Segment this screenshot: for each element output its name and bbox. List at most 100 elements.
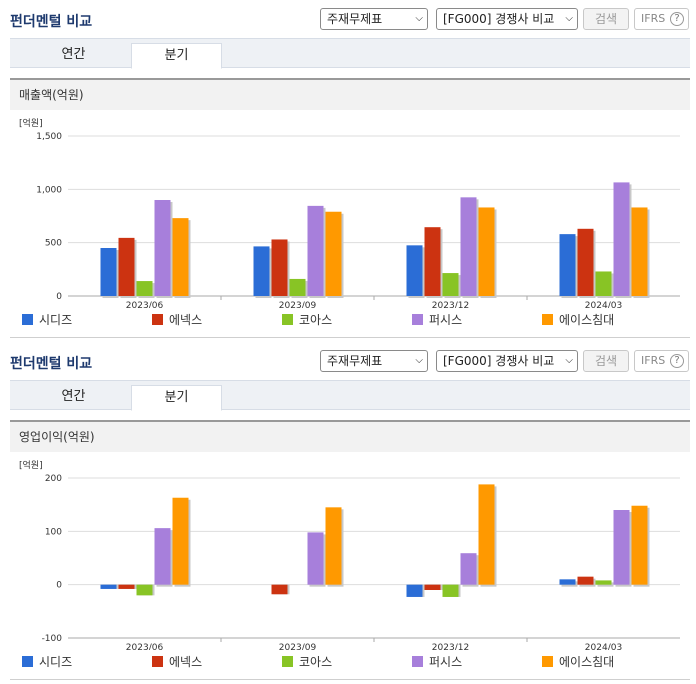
- legend-item[interactable]: 에이스침대: [542, 654, 614, 670]
- tab-annual[interactable]: 연간: [61, 47, 86, 62]
- legend-item[interactable]: 시디즈: [22, 654, 72, 670]
- chart-panel-title: 매출액(억원): [10, 78, 690, 110]
- bar: [271, 239, 288, 296]
- legend-label: 코아스: [299, 313, 333, 327]
- ifrs-label: IFRS: [641, 354, 666, 367]
- statement-type-value: 주재무제표: [327, 354, 383, 368]
- legend-swatch: [152, 314, 163, 325]
- y-tick-label: 1,000: [36, 185, 62, 195]
- help-icon[interactable]: ?: [670, 354, 684, 368]
- y-tick-label: 200: [45, 474, 62, 484]
- tab-quarterly[interactable]: 분기: [131, 43, 222, 69]
- bar: [460, 197, 477, 296]
- legend-swatch: [542, 314, 553, 325]
- bar: [100, 248, 117, 296]
- x-tick-label: 2023/09: [279, 643, 317, 650]
- bar: [154, 200, 171, 296]
- section-title: 펀더멘털 비교: [10, 14, 93, 30]
- bar: [613, 182, 630, 296]
- legend-label: 에이스침대: [559, 655, 615, 669]
- chevron-down-icon: ⌵: [415, 355, 423, 366]
- peer-group-value: [FG000] 경쟁사 비교: [443, 354, 555, 368]
- help-icon[interactable]: ?: [670, 12, 684, 26]
- bar: [559, 579, 576, 585]
- bar: [478, 484, 495, 585]
- legend-item[interactable]: 에넥스: [152, 312, 202, 328]
- bar: [577, 228, 594, 296]
- bar: [100, 584, 117, 589]
- unit-label: [억원]: [19, 117, 43, 129]
- search-button[interactable]: 검색: [583, 350, 629, 372]
- bar: [136, 584, 153, 596]
- x-tick-label: 2023/12: [432, 643, 469, 650]
- bar: [172, 497, 189, 585]
- legend-item[interactable]: 코아스: [282, 312, 332, 328]
- y-tick-label: 0: [56, 292, 62, 302]
- period-tabs: 연간 분기: [10, 380, 690, 411]
- period-tabs: 연간 분기: [10, 38, 690, 69]
- x-tick-label: 2023/06: [126, 301, 164, 308]
- legend-label: 퍼시스: [429, 655, 463, 669]
- legend-label: 시디즈: [39, 655, 73, 669]
- legend-swatch: [282, 314, 293, 325]
- bar: [424, 584, 441, 590]
- bar: [253, 246, 270, 296]
- ifrs-button[interactable]: IFRS ?: [634, 8, 689, 30]
- legend-item[interactable]: 코아스: [282, 654, 332, 670]
- legend-item[interactable]: 시디즈: [22, 312, 72, 328]
- legend-label: 에이스침대: [559, 313, 615, 327]
- unit-label: [억원]: [19, 459, 43, 471]
- bar: [118, 584, 135, 589]
- chevron-down-icon: ⌵: [415, 13, 423, 24]
- tab-annual[interactable]: 연간: [61, 389, 86, 404]
- legend-swatch: [152, 656, 163, 667]
- search-button[interactable]: 검색: [583, 8, 629, 30]
- legend-item[interactable]: 에넥스: [152, 654, 202, 670]
- fundamental-section-revenue: 펀더멘털 비교 주재무제표 ⌵ [FG000] 경쟁사 비교 ⌵ 검색 IFRS…: [0, 0, 696, 338]
- bar: [325, 211, 342, 296]
- y-tick-label: 500: [45, 239, 62, 249]
- legend-label: 코아스: [299, 655, 333, 669]
- legend-item[interactable]: 에이스침대: [542, 312, 614, 328]
- bar: [478, 207, 495, 296]
- x-tick-label: 2023/09: [279, 301, 317, 308]
- legend-item[interactable]: 퍼시스: [412, 312, 462, 328]
- section-divider: [10, 337, 690, 338]
- y-tick-label: -100: [42, 634, 63, 644]
- ifrs-label: IFRS: [641, 12, 666, 25]
- bar: [406, 245, 423, 296]
- operating-profit-bar-chart: [억원] -100 0 100 200 2023/06 2023/09 2023/12 2024…: [19, 459, 680, 650]
- section-header: 펀더멘털 비교 주재무제표 ⌵ [FG000] 경쟁사 비교 ⌵ 검색 IFRS…: [0, 0, 696, 38]
- x-tick-label: 2024/03: [585, 643, 622, 650]
- legend-swatch: [282, 656, 293, 667]
- ifrs-button[interactable]: IFRS ?: [634, 350, 689, 372]
- legend-swatch: [22, 314, 33, 325]
- statement-type-value: 주재무제표: [327, 12, 383, 26]
- fundamental-section-operating-profit: 펀더멘털 비교 주재무제표 ⌵ [FG000] 경쟁사 비교 ⌵ 검색 IFRS…: [0, 342, 696, 684]
- chart-legend: 시디즈 에넥스 코아스 퍼시스 에이스침대: [22, 312, 692, 328]
- bar: [595, 580, 612, 585]
- bar: [631, 505, 648, 585]
- chevron-down-icon: ⌵: [565, 13, 573, 24]
- legend-item[interactable]: 퍼시스: [412, 654, 462, 670]
- tab-quarterly[interactable]: 분기: [131, 385, 222, 411]
- bar: [631, 207, 648, 296]
- legend-label: 에넥스: [169, 655, 203, 669]
- bar: [460, 553, 477, 585]
- legend-label: 퍼시스: [429, 313, 463, 327]
- section-title: 펀더멘털 비교: [10, 356, 93, 372]
- bar: [442, 584, 459, 597]
- statement-type-select[interactable]: 주재무제표 ⌵: [320, 350, 428, 372]
- y-tick-label: 100: [45, 527, 62, 537]
- bar: [559, 234, 576, 296]
- peer-group-select[interactable]: [FG000] 경쟁사 비교 ⌵: [436, 350, 578, 372]
- bar: [595, 271, 612, 296]
- peer-group-select[interactable]: [FG000] 경쟁사 비교 ⌵: [436, 8, 578, 30]
- bar: [172, 218, 189, 296]
- bar: [613, 510, 630, 585]
- legend-label: 시디즈: [39, 313, 73, 327]
- y-tick-label: 1,500: [36, 132, 62, 142]
- chevron-down-icon: ⌵: [565, 355, 573, 366]
- statement-type-select[interactable]: 주재무제표 ⌵: [320, 8, 428, 30]
- bar: [442, 273, 459, 296]
